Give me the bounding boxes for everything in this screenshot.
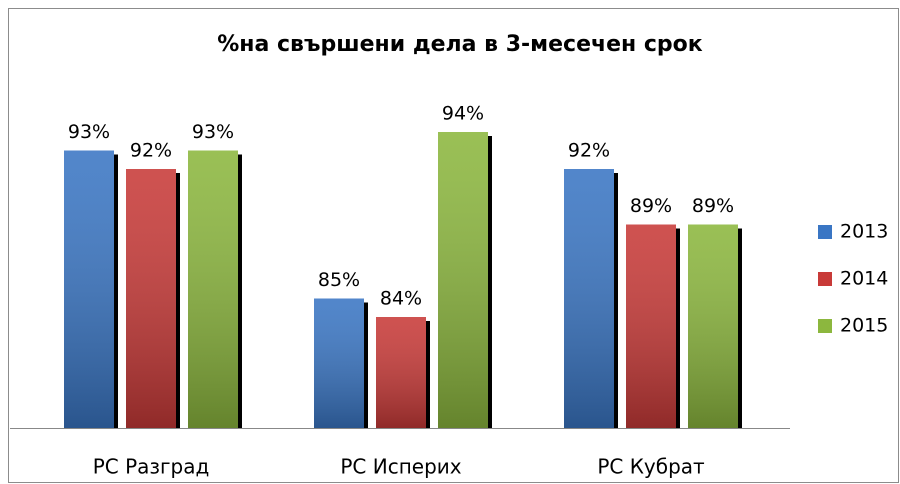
legend-label: 2013 xyxy=(840,221,888,243)
bar-shade xyxy=(564,169,614,428)
data-label: 89% xyxy=(630,195,672,217)
data-label: 89% xyxy=(692,195,734,217)
chart-title: %на свършени дела в 3-месечен срок xyxy=(217,32,703,57)
x-tick-label: РС Кубрат xyxy=(597,455,705,479)
data-label: 85% xyxy=(318,269,360,291)
legend-swatch xyxy=(818,225,832,239)
bar-shade xyxy=(626,224,676,428)
data-label: 93% xyxy=(68,121,110,143)
legend-swatch xyxy=(818,272,832,286)
bar-shade xyxy=(376,317,426,428)
bar-shade xyxy=(438,132,488,428)
bar-shade xyxy=(688,224,738,428)
x-tick-label: РС Исперих xyxy=(340,455,461,479)
data-label: 92% xyxy=(130,140,172,162)
bar-shade xyxy=(188,150,238,428)
legend-label: 2014 xyxy=(840,268,888,290)
x-tick-label: РС Разград xyxy=(93,455,210,479)
data-label: 93% xyxy=(192,121,234,143)
data-label: 94% xyxy=(442,103,484,125)
bar-shade xyxy=(126,169,176,428)
bar-shade xyxy=(314,298,364,428)
data-label: 92% xyxy=(568,140,610,162)
bar-shade xyxy=(64,150,114,428)
legend-swatch xyxy=(818,319,832,333)
data-label: 84% xyxy=(380,288,422,310)
legend-label: 2015 xyxy=(840,315,888,337)
